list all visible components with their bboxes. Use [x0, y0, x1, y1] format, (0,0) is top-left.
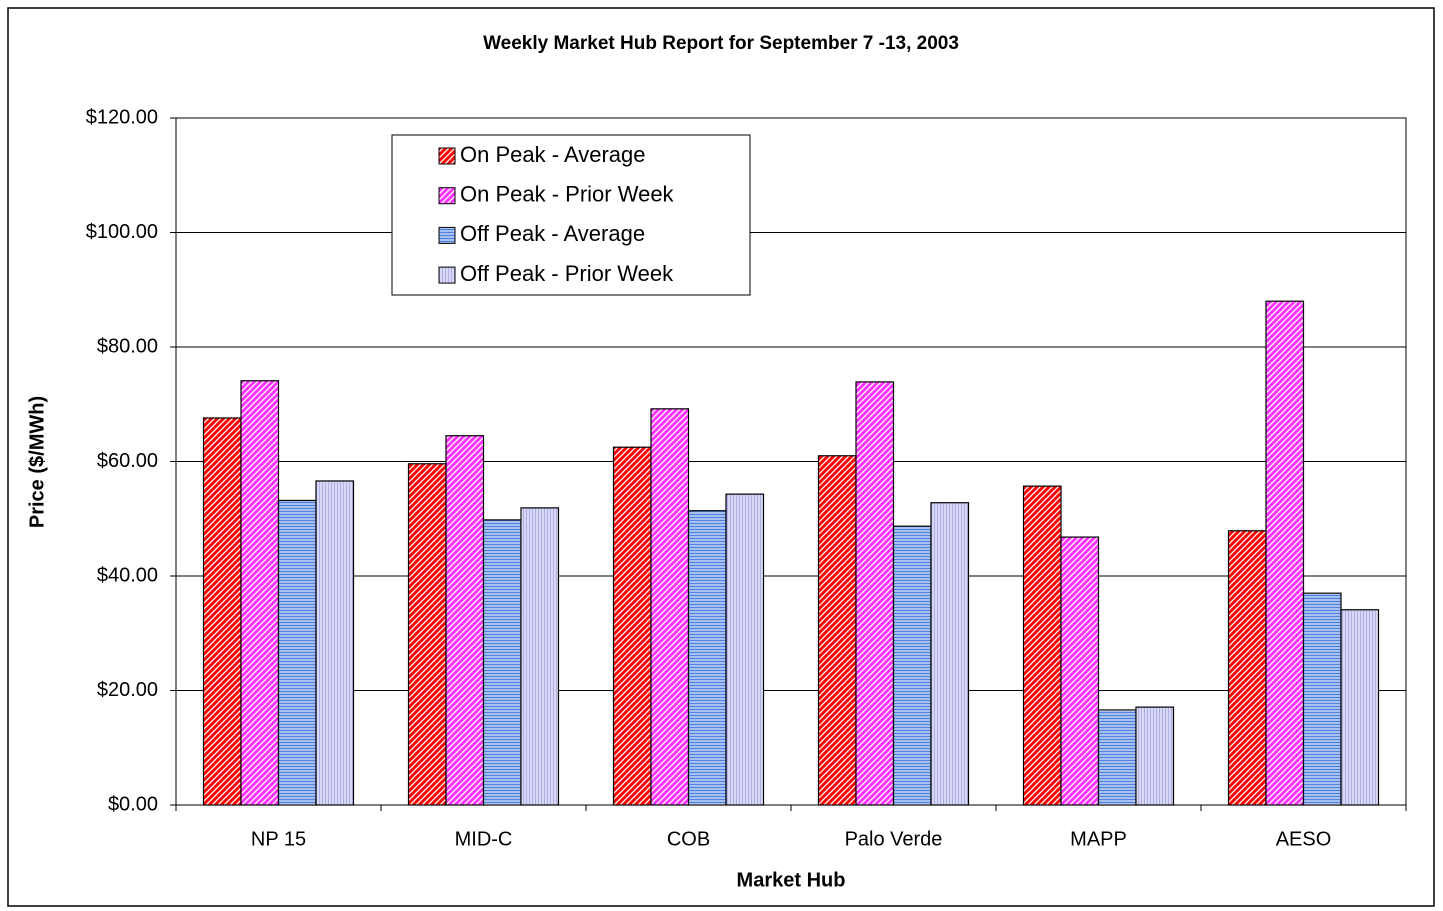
legend-swatch [438, 187, 456, 205]
bar [855, 381, 895, 806]
bar [1022, 485, 1062, 806]
bar [1135, 706, 1175, 806]
bar [202, 417, 242, 806]
bar [1340, 609, 1380, 806]
bar [1097, 709, 1137, 806]
bar [1302, 592, 1342, 806]
bar [240, 380, 280, 806]
legend-label: On Peak - Average [460, 142, 646, 167]
x-tick-label: NP 15 [251, 828, 306, 850]
bar [817, 455, 857, 806]
legend-swatch [438, 226, 456, 244]
legend-label: Off Peak - Average [460, 221, 645, 246]
y-tick-label: $120.00 [86, 106, 158, 128]
bar [520, 507, 560, 806]
y-tick-label: $80.00 [97, 335, 158, 357]
x-tick-label: MAPP [1070, 828, 1127, 850]
legend-swatch [438, 147, 456, 165]
bar [445, 435, 485, 806]
x-tick-label: COB [667, 828, 710, 850]
legend-label: On Peak - Prior Week [460, 182, 675, 207]
bar [277, 499, 317, 806]
y-tick-label: $60.00 [97, 450, 158, 472]
y-tick-label: $0.00 [108, 793, 158, 815]
bar [1060, 536, 1100, 806]
y-tick-label: $20.00 [97, 679, 158, 701]
bar [407, 463, 447, 806]
chart-title: Weekly Market Hub Report for September 7… [483, 33, 959, 54]
bar [650, 408, 690, 806]
bar [930, 502, 970, 806]
y-tick-label: $100.00 [86, 221, 158, 243]
x-tick-label: AESO [1276, 828, 1332, 850]
bar [725, 493, 765, 806]
bar [315, 480, 355, 806]
bar [612, 446, 652, 806]
legend-label: Off Peak - Prior Week [460, 261, 674, 286]
bar [1265, 300, 1305, 806]
y-tick-label: $40.00 [97, 564, 158, 586]
bar [892, 525, 932, 806]
legend: On Peak - Average On Peak - Prior Week Off… [391, 134, 751, 296]
x-tick-label: Palo Verde [845, 828, 943, 850]
legend-swatch [438, 266, 456, 284]
bar [1227, 530, 1267, 806]
x-tick-label: MID-C [455, 828, 513, 850]
bar [482, 519, 522, 806]
bar [687, 510, 727, 806]
y-axis-label: Price ($/MWh) [26, 396, 48, 528]
x-axis-label: Market Hub [737, 869, 846, 891]
